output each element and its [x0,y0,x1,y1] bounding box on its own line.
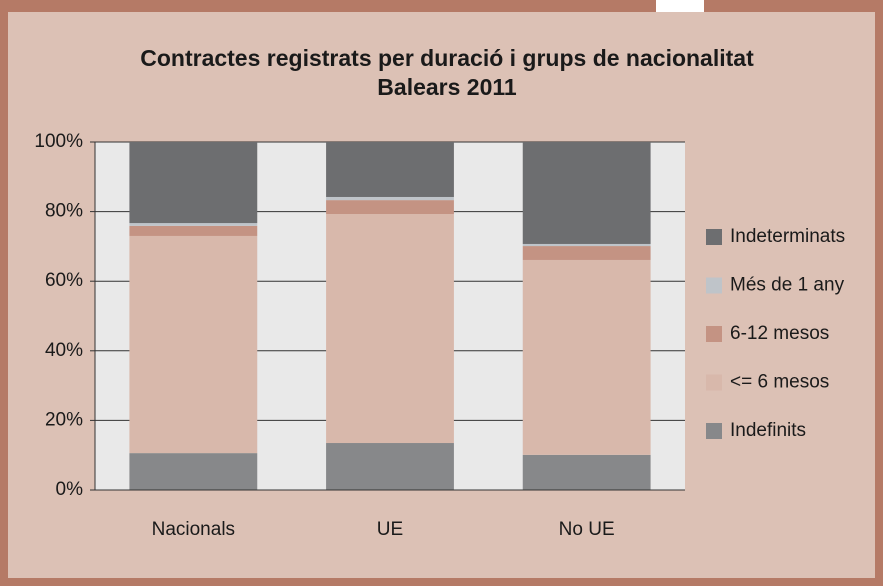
legend-label: Indeterminats [730,226,845,247]
legend-label: <= 6 mesos [730,372,829,393]
x-tick-label: UE [377,519,403,540]
legend-swatch [706,277,722,294]
y-tick-label: 20% [45,409,83,430]
bar-segment [326,142,454,197]
bar-segment [129,142,258,224]
bar-segment [129,225,258,236]
y-tick-label: 80% [45,201,83,222]
legend-label: Més de 1 any [730,275,845,296]
notch [656,0,704,12]
y-tick-label: 40% [45,340,83,361]
legend-label: Indefinits [730,420,806,441]
y-tick-label: 60% [45,270,83,291]
bar-segment [129,223,258,226]
y-tick-label: 0% [56,479,84,500]
bar-segment [326,443,454,490]
bar-segment [326,214,454,444]
bar-segment [522,259,651,455]
legend-swatch [706,374,722,391]
legend-swatch [706,229,722,245]
bar-segment [129,453,258,490]
bar-segment [522,454,651,490]
chart-subtitle: Balears 2011 [377,74,517,100]
bar-segment [326,196,454,201]
bar-segment [129,235,258,454]
x-tick-label: No UE [559,519,615,540]
legend-swatch [706,326,722,342]
y-tick-label: 100% [34,131,83,152]
chart-title: Contractes registrats per duració i grup… [140,45,754,71]
bar-segment [522,142,651,244]
legend-label: 6-12 mesos [730,323,829,344]
x-tick-label: Nacionals [152,519,235,540]
bar-segment [522,246,651,260]
bar-segment [522,243,651,247]
legend-swatch [706,423,722,439]
bar-segment [326,200,454,215]
